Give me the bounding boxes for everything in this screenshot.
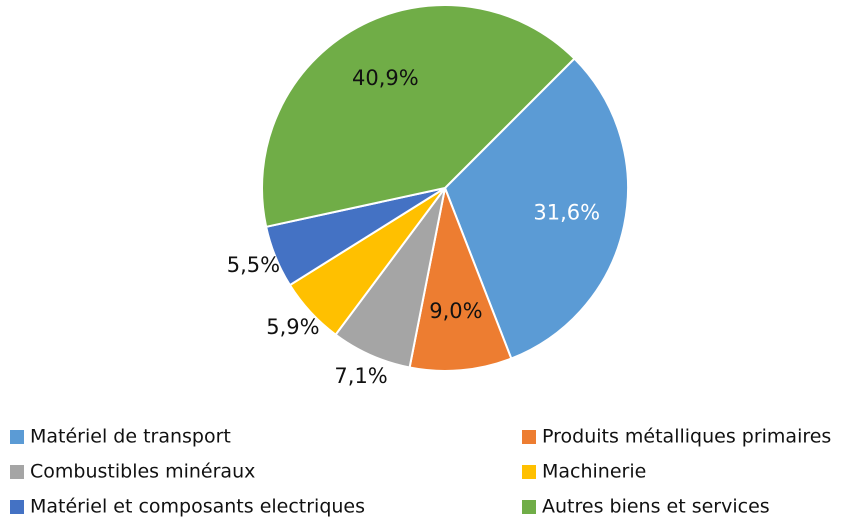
legend-swatch [522, 465, 536, 479]
data-label: 7,1% [334, 364, 387, 388]
data-label: 31,6% [533, 201, 600, 225]
pie-slice [261, 4, 576, 228]
legend-text: Matériel de transport [30, 426, 231, 448]
legend-text: Autres biens et services [542, 496, 770, 518]
pie-slice [443, 57, 629, 360]
legend-text: Combustibles minéraux [30, 461, 255, 483]
data-label: 40,9% [352, 66, 419, 90]
legend-swatch [10, 465, 24, 479]
legend-swatch [522, 500, 536, 514]
legend-swatch [522, 430, 536, 444]
legend-swatch [10, 500, 24, 514]
legend-text: Machinerie [542, 461, 646, 483]
legend-swatch [10, 430, 24, 444]
pie-slice [408, 184, 513, 372]
legend-text: Matériel et composants electriques [30, 496, 365, 518]
data-label: 5,9% [266, 315, 319, 339]
data-label: 5,5% [227, 253, 280, 277]
legend-text: Produits métalliques primaires [542, 426, 831, 448]
data-label: 9,0% [429, 299, 482, 323]
